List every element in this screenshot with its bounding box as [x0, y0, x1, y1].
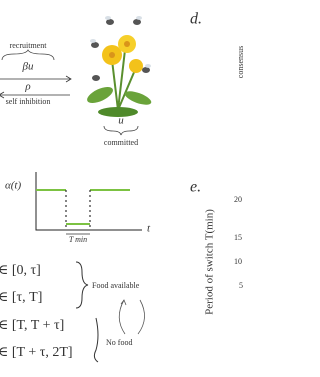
- y-tick-label: 20: [234, 195, 242, 204]
- recruitment-rate: βu: [22, 61, 34, 73]
- cycle-arrow: [119, 300, 125, 334]
- y-tick-label: 5: [239, 281, 243, 290]
- panel-label: e.: [190, 179, 201, 196]
- brace: [104, 126, 138, 135]
- duration-label: T min: [69, 235, 87, 244]
- food-available-label: Food available: [92, 281, 140, 290]
- interval: ∈ [0, τ]: [0, 263, 41, 278]
- brace: [2, 50, 54, 60]
- brace: [94, 318, 98, 362]
- self-inhibition-label: self inhibition: [6, 97, 51, 106]
- signal-line: [36, 190, 130, 224]
- brace: [76, 262, 88, 308]
- y-tick-label: 15: [234, 233, 242, 242]
- axis-label: consensus: [236, 46, 245, 78]
- cycle-arrow: [138, 300, 145, 334]
- flower-illustration: [85, 16, 153, 117]
- figure: recruitment βu ρ self inhibition u commi…: [0, 0, 250, 377]
- interval: ∈ [T + τ, 2T]: [0, 345, 73, 360]
- y-tick-label: 10: [234, 257, 242, 266]
- recruitment-label: recruitment: [10, 41, 48, 50]
- no-food-label: No food: [106, 338, 132, 347]
- interval: ∈ [T, T + τ]: [0, 318, 64, 333]
- axis-label: α(t): [5, 180, 21, 192]
- axes: [36, 172, 142, 230]
- axis-label: Period of switch T(min): [204, 209, 216, 315]
- axis-label: t: [147, 223, 151, 235]
- inhibition-rate: ρ: [24, 81, 30, 93]
- interval: ∈ [τ, T]: [0, 290, 42, 305]
- committed-label: committed: [104, 138, 138, 147]
- state-label: u: [118, 115, 124, 127]
- panel-label: d.: [190, 11, 202, 28]
